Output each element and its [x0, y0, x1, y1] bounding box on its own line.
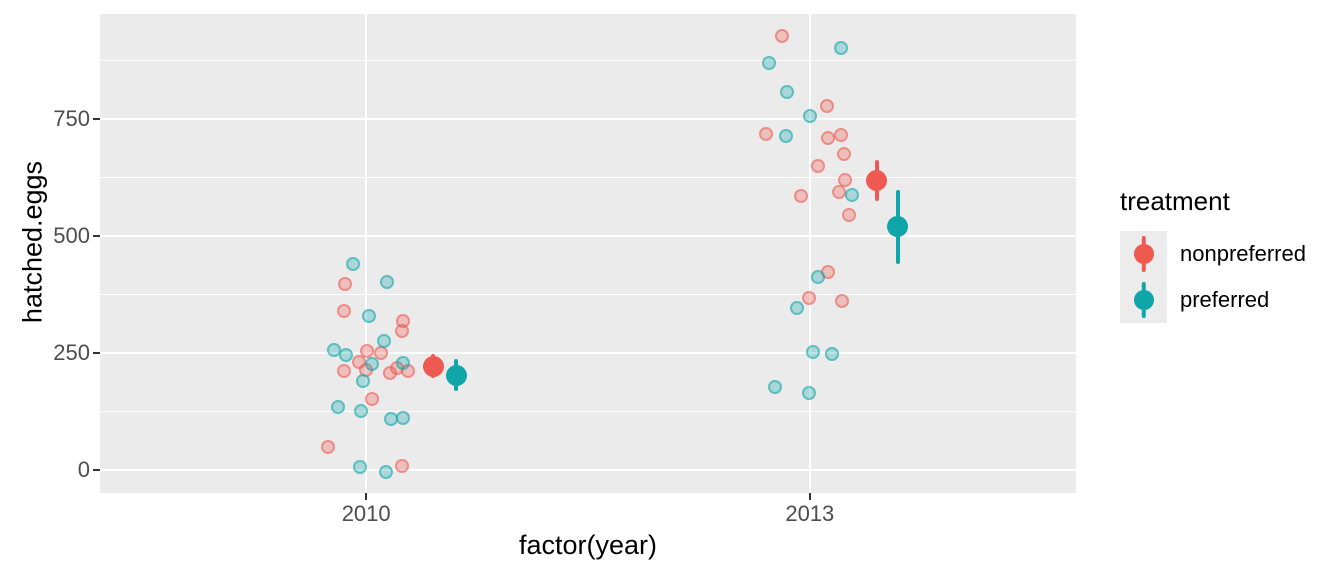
y-tick-label-750: 750: [53, 105, 90, 131]
jitter-point-preferred: [824, 346, 839, 361]
jitter-point-preferred: [833, 40, 848, 55]
jitter-point-nonpreferred: [395, 323, 410, 338]
jitter-point-nonpreferred: [365, 391, 380, 406]
jitter-point-nonpreferred: [837, 172, 852, 187]
jitter-point-nonpreferred: [758, 126, 773, 141]
jitter-point-preferred: [802, 108, 817, 123]
gridline-major-750: [100, 117, 1076, 121]
legend-entry-nonpreferred: nonpreferred: [1120, 231, 1306, 277]
gridline-vertical-2013: [808, 14, 812, 493]
x-tick-label-2010: 2010: [341, 501, 391, 526]
x-tick-label-2013: 2013: [785, 501, 835, 526]
jitter-point-preferred: [353, 459, 368, 474]
y-tick-750: [93, 117, 100, 120]
mean-point-nonpreferred-2013: [866, 170, 888, 192]
jitter-point-nonpreferred: [820, 130, 835, 145]
x-tick-2013: [808, 493, 811, 500]
y-tick-label-250: 250: [53, 339, 90, 365]
jitter-point-preferred: [805, 345, 820, 360]
jitter-point-preferred: [779, 84, 794, 99]
jitter-point-preferred: [396, 410, 411, 425]
legend-label-preferred: preferred: [1180, 287, 1270, 312]
jitter-point-nonpreferred: [338, 276, 353, 291]
jitter-point-preferred: [377, 333, 392, 348]
jitter-point-nonpreferred: [836, 147, 851, 161]
jitter-point-preferred: [380, 275, 395, 290]
jitter-point-preferred: [379, 465, 394, 480]
gridline-minor-375: [100, 293, 1076, 296]
gridline-minor-625: [100, 176, 1076, 179]
x-axis-title: factor(year): [518, 530, 658, 560]
y-tick-250: [93, 351, 100, 354]
jitter-point-preferred: [365, 357, 380, 372]
jitter-point-preferred: [346, 257, 361, 272]
jitter-point-preferred: [339, 347, 354, 362]
jitter-point-preferred: [761, 55, 776, 70]
gridline-minor-125: [100, 410, 1076, 413]
jitter-point-preferred: [810, 269, 825, 284]
legend-entry-preferred: preferred: [1120, 277, 1306, 323]
gridline-minor-875: [100, 59, 1076, 61]
x-tick-2010: [365, 493, 368, 500]
gridline-vertical-2010: [364, 14, 368, 493]
jitter-point-nonpreferred: [841, 207, 856, 222]
jitter-point-nonpreferred: [395, 459, 410, 474]
jitter-point-nonpreferred: [360, 344, 375, 359]
jitter-point-nonpreferred: [831, 184, 846, 199]
legend-key-box: [1120, 231, 1167, 277]
legend: treatment nonpreferred preferred: [1120, 186, 1306, 323]
jitter-point-preferred: [789, 300, 804, 315]
plot-panel: [100, 14, 1076, 493]
legend-keys: nonpreferred preferred: [1120, 231, 1306, 323]
y-tick-500: [93, 234, 100, 237]
jitter-point-preferred: [331, 400, 346, 415]
jitter-point-preferred: [354, 403, 369, 418]
mean-point-nonpreferred-2010: [422, 355, 444, 377]
jitter-point-nonpreferred: [819, 98, 834, 113]
legend-title: treatment: [1120, 186, 1230, 216]
jitter-point-nonpreferred: [383, 366, 398, 381]
gridline-major-0: [100, 468, 1076, 472]
jitter-point-preferred: [356, 374, 371, 389]
gridline-major-250: [100, 351, 1076, 355]
jitter-point-nonpreferred: [810, 159, 825, 174]
jitter-point-nonpreferred: [793, 188, 808, 203]
legend-label-nonpreferred: nonpreferred: [1180, 241, 1306, 266]
pointrange-dot-icon: [1133, 244, 1154, 264]
jitter-point-preferred: [384, 412, 399, 427]
jitter-point-preferred: [362, 308, 377, 323]
mean-point-preferred-2010: [445, 364, 467, 386]
jitter-point-nonpreferred: [337, 303, 352, 318]
jitter-point-preferred: [778, 129, 793, 144]
y-tick-label-0: 0: [77, 457, 90, 483]
jitter-point-preferred: [396, 355, 411, 370]
jitter-point-preferred: [844, 187, 859, 202]
y-tick-label-500: 500: [53, 222, 90, 248]
legend-key-box: [1120, 277, 1167, 323]
jitter-point-nonpreferred: [833, 128, 848, 143]
jitter-point-nonpreferred: [337, 363, 352, 378]
jitter-point-preferred: [767, 380, 782, 395]
jitter-point-nonpreferred: [834, 294, 849, 309]
y-tick-0: [93, 469, 100, 472]
jitter-point-nonpreferred: [774, 29, 789, 43]
mean-point-preferred-2013: [887, 215, 909, 237]
gridline-major-500: [100, 234, 1076, 238]
jitter-point-preferred: [801, 385, 816, 400]
jitter-point-nonpreferred: [321, 439, 336, 454]
jitter-point-nonpreferred: [801, 290, 816, 305]
pointrange-dot-icon: [1133, 290, 1154, 310]
